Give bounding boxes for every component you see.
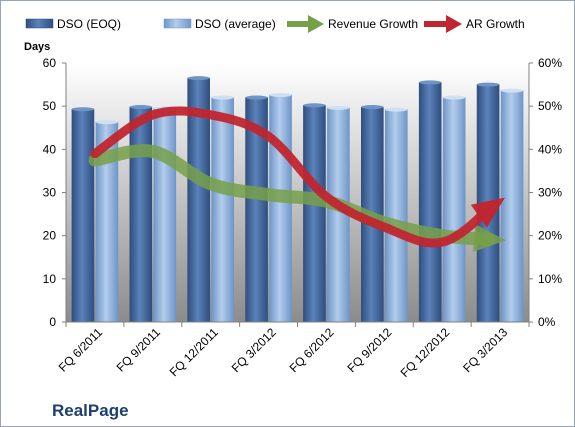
bar-dso-average-3 [211, 97, 234, 323]
bar-top-dso-average-1 [95, 120, 118, 125]
x-tick-label-5: FQ 6/2012 [287, 325, 337, 375]
legend-label-revenue-growth: Revenue Growth [328, 17, 418, 31]
x-tick-label-7: FQ 12/2012 [398, 325, 453, 380]
ar-growth-arrowhead [470, 197, 505, 228]
legend-swatch-dso-eoq [25, 18, 54, 29]
bar-top-dso-eoq-7 [419, 80, 442, 85]
ar-growth-line [90, 106, 493, 248]
y-tick-label-0: 0 [49, 315, 56, 329]
bar-top-dso-average-5 [327, 105, 350, 110]
bar-dso-eoq-7 [418, 82, 442, 323]
bar-top-dso-eoq-4 [245, 95, 268, 100]
revenue-growth-arrowhead [473, 224, 507, 253]
bar-dso-eoq-5 [303, 105, 326, 323]
x-tick-label-4: FQ 3/2012 [229, 325, 279, 375]
bar-top-dso-average-8 [501, 88, 524, 93]
legend-swatch-dso-average [163, 18, 192, 29]
bar-dso-average-4 [269, 94, 292, 323]
bar-top-dso-eoq-2 [129, 105, 152, 110]
y-tick-label-30: 30 [43, 186, 57, 200]
x-tick-label-1: FQ 6/2011 [56, 325, 106, 375]
bar-top-dso-average-6 [385, 107, 408, 112]
x-tick-label-8: FQ 3/2013 [460, 325, 510, 375]
y2-tick-label-10: 10% [538, 272, 562, 286]
bar-dso-average-2 [153, 108, 177, 323]
bar-dso-average-6 [385, 109, 408, 323]
legend-label-dso-average: DSO (average) [195, 17, 276, 31]
y2-tick-label-30: 30% [538, 186, 562, 200]
legend-swatch-revenue-growth [287, 15, 324, 33]
y-tick-label-20: 20 [43, 229, 57, 243]
bar-dso-eoq-2 [129, 106, 153, 323]
y2-tick-label-20: 20% [538, 229, 562, 243]
company-name: RealPage [52, 401, 129, 420]
y2-tick-label-0: 0% [538, 315, 556, 329]
bar-top-dso-eoq-6 [361, 105, 384, 110]
legend-label-dso-eoq: DSO (EOQ) [57, 17, 121, 31]
y2-tick-label-50: 50% [538, 99, 562, 113]
bar-top-dso-eoq-8 [477, 82, 500, 87]
y2-tick-label-60: 60% [538, 56, 562, 70]
y-tick-label-40: 40 [43, 142, 57, 156]
y-tick-label-10: 10 [43, 272, 57, 286]
lines-layer [88, 106, 507, 253]
bar-top-dso-average-3 [211, 95, 234, 100]
bar-dso-average-7 [442, 97, 466, 323]
y-tick-label-50: 50 [43, 99, 57, 113]
x-tick-label-3: FQ 12/2011 [167, 325, 221, 379]
bar-top-dso-eoq-5 [303, 103, 326, 108]
x-tick-label-2: FQ 9/2011 [114, 325, 164, 375]
legend-swatch-ar-growth [424, 15, 462, 33]
bar-dso-average-8 [500, 90, 524, 323]
bar-dso-eoq-1 [71, 108, 95, 323]
y-tick-label-60: 60 [43, 56, 57, 70]
legend: DSO (EOQ) DSO (average) Revenue Growth A… [25, 15, 525, 33]
legend-label-ar-growth: AR Growth [466, 17, 525, 31]
bar-top-dso-average-4 [269, 92, 292, 97]
y2-tick-label-40: 40% [538, 142, 562, 156]
bar-top-dso-eoq-1 [71, 107, 94, 112]
bar-top-dso-average-7 [443, 95, 466, 100]
y-axis-title: Days [24, 41, 50, 53]
bar-top-dso-eoq-3 [187, 76, 210, 81]
x-tick-label-6: FQ 9/2012 [344, 325, 394, 375]
revenue-growth-line [88, 144, 495, 246]
